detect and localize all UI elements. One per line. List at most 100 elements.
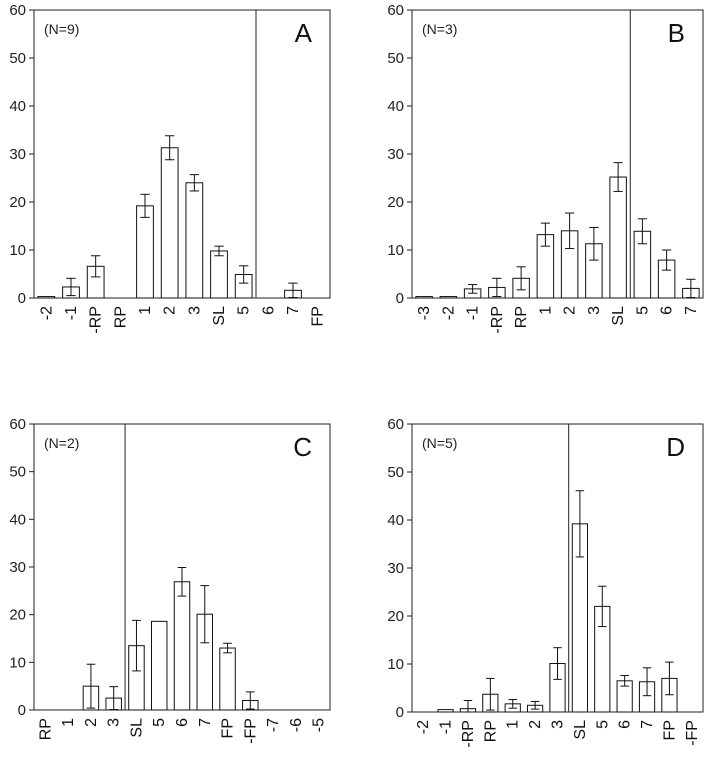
panel-letter: D	[666, 432, 685, 462]
error-bar--1	[468, 284, 478, 294]
x-category-label: 6	[659, 306, 676, 315]
panel-letter: C	[293, 432, 312, 462]
bar-6	[173, 581, 191, 711]
error-bar--FP	[245, 691, 255, 710]
error-bar-1	[508, 699, 517, 709]
x-category-label: -1	[63, 306, 80, 320]
error-bar--RP	[463, 699, 473, 713]
x-category-label: 7	[197, 718, 214, 727]
error-bar-SL	[214, 245, 224, 257]
x-category-label: RP	[112, 306, 129, 328]
error-bar-5	[598, 585, 607, 628]
error-bar-1	[140, 193, 150, 218]
x-category-label: 3	[186, 306, 203, 315]
x-category-label: -FP	[242, 718, 259, 744]
error-bar-FP	[665, 661, 674, 696]
error-bar-1	[540, 222, 550, 247]
y-tick-label: 30	[387, 146, 404, 163]
x-category-label: 3	[550, 720, 567, 729]
error-bar-7	[200, 585, 210, 644]
x-category-label: SL	[211, 306, 228, 326]
panel-letter: B	[668, 18, 685, 48]
x-category-label: 7	[639, 720, 656, 729]
x-category-label: RP	[37, 718, 54, 740]
bar-5	[150, 620, 168, 711]
x-category-label: 1	[505, 720, 522, 729]
x-category-label: -2	[38, 306, 55, 320]
x-category-label: 6	[174, 718, 191, 727]
y-tick-label: 60	[9, 416, 26, 433]
chart-panel-A: 0 10 20 30 40 50 60 -2 -1 -RP RP 1 2 3 SL 5 6 7 FP (N=9) A	[9, 2, 331, 334]
x-category-label: -2	[440, 306, 457, 320]
y-tick-label: 20	[387, 194, 404, 211]
x-category-label: 3	[586, 306, 603, 315]
bar-SL	[210, 250, 228, 299]
x-category-label: -RP	[489, 306, 506, 334]
error-bar-6	[620, 675, 629, 687]
chart-panel-D: 0 10 20 30 40 50 60 -2 -1 -RP RP 1 2 3 SL 5 6 7 FP -FP (N=5)…	[387, 416, 704, 748]
bar-3	[185, 182, 204, 299]
y-tick-label: 0	[18, 290, 26, 307]
error-bar-5	[637, 218, 647, 245]
y-tick-label: 40	[9, 511, 26, 528]
x-category-label: SL	[572, 720, 589, 740]
y-tick-label: 20	[9, 607, 26, 624]
bar-FP	[219, 647, 236, 711]
error-bar--RP	[492, 277, 502, 298]
y-tick-label: 10	[387, 242, 404, 259]
y-tick-label: 50	[387, 464, 404, 481]
error-bar--RP	[90, 255, 101, 278]
x-category-label: 7	[683, 306, 700, 315]
y-tick-label: 10	[387, 656, 404, 673]
x-category-label: -RP	[88, 306, 105, 334]
bar--2	[37, 296, 56, 299]
y-tick-label: 20	[9, 194, 26, 211]
bar--2	[439, 296, 458, 299]
y-tick-label: 30	[9, 559, 26, 576]
error-bar--1	[66, 277, 76, 297]
x-category-label: 2	[162, 306, 179, 315]
panel-letter: A	[295, 18, 313, 48]
x-category-label: -1	[438, 720, 455, 734]
bar-1	[136, 205, 154, 299]
y-tick-label: 50	[387, 50, 404, 67]
x-category-label: RP	[482, 720, 499, 742]
y-tick-label: 60	[387, 2, 404, 19]
y-tick-label: 30	[9, 146, 26, 163]
error-bar-RP	[486, 677, 495, 711]
x-category-label: 6	[617, 720, 634, 729]
sample-size-annotation: (N=9)	[44, 21, 79, 37]
y-tick-label: 0	[18, 702, 26, 719]
error-bar-RP	[516, 266, 526, 291]
error-bar-2	[530, 700, 540, 710]
x-category-label: SL	[610, 306, 627, 326]
error-bar-3	[189, 174, 200, 192]
error-bar-2	[164, 135, 175, 161]
x-category-label: -6	[288, 718, 305, 732]
error-bar-2	[86, 663, 96, 709]
x-category-label: FP	[310, 306, 327, 326]
x-category-label: 1	[137, 306, 154, 315]
chart-panel-B: 0 10 20 30 40 50 60 -3 -2 -1 -RP RP 1 2 3 SL 5 6 7 (N=3) B	[387, 2, 704, 334]
y-tick-label: 10	[9, 242, 26, 259]
y-tick-label: 40	[9, 98, 26, 115]
error-bar-5	[238, 265, 249, 284]
y-tick-label: 50	[9, 464, 26, 481]
y-tick-label: 10	[9, 654, 26, 671]
x-category-label: RP	[513, 306, 530, 328]
y-tick-label: 40	[387, 98, 404, 115]
x-category-label: 5	[151, 718, 168, 727]
error-bar-3	[109, 686, 119, 711]
x-category-label: 1	[60, 718, 77, 727]
error-bar-7	[686, 278, 696, 299]
error-bar-7	[288, 282, 298, 299]
error-bar-SL	[613, 162, 623, 192]
x-category-label: -3	[416, 306, 433, 320]
x-category-label: -5	[311, 718, 328, 732]
bar--3	[415, 296, 433, 299]
plot-frame	[33, 9, 331, 299]
sample-size-annotation: (N=5)	[422, 435, 457, 451]
x-category-label: SL	[128, 718, 145, 738]
x-category-label: 3	[106, 718, 123, 727]
y-tick-label: 20	[387, 608, 404, 625]
